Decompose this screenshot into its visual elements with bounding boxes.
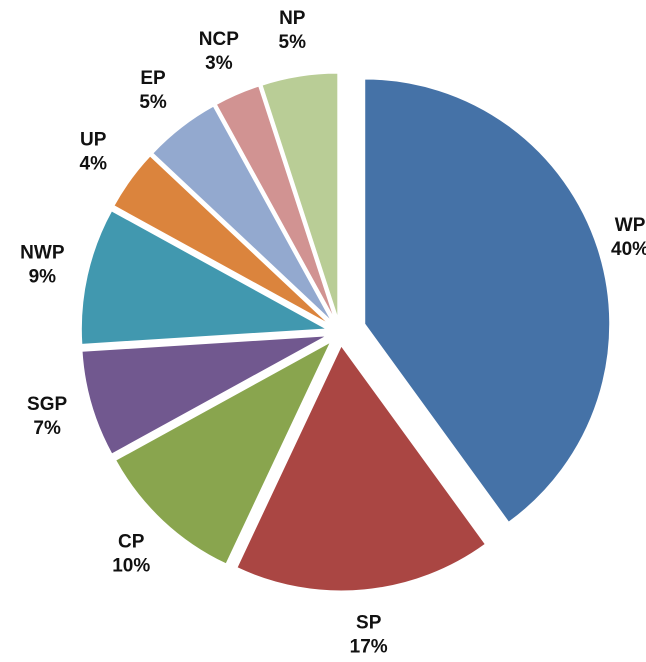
value-label: 5% bbox=[279, 32, 307, 53]
value-label: 3% bbox=[205, 53, 233, 74]
value-label: 10% bbox=[112, 555, 150, 576]
slice-label: SGP bbox=[27, 394, 67, 415]
slice-label: NCP bbox=[199, 29, 239, 50]
slice-label: UP bbox=[80, 130, 107, 151]
pie-slice bbox=[115, 341, 332, 565]
slice-label: EP bbox=[140, 68, 166, 89]
slice-label: CP bbox=[118, 531, 145, 552]
value-label: 9% bbox=[29, 266, 57, 287]
pie-slice bbox=[113, 155, 330, 325]
value-label: 17% bbox=[350, 637, 388, 658]
slice-label: NP bbox=[279, 8, 306, 29]
pie-slice bbox=[215, 85, 335, 320]
slice-label: NWP bbox=[20, 242, 65, 263]
value-label: 40% bbox=[611, 239, 646, 260]
pie-slice bbox=[80, 210, 329, 345]
value-label: 7% bbox=[33, 418, 61, 439]
value-label: 5% bbox=[139, 92, 167, 113]
pie-slice bbox=[236, 344, 487, 592]
pie-slice bbox=[152, 105, 332, 322]
pie-slice bbox=[81, 335, 327, 455]
slice-label: SP bbox=[356, 613, 382, 634]
pie-slice bbox=[261, 72, 339, 319]
slice-label: WP bbox=[615, 215, 646, 236]
pie-slice bbox=[364, 78, 611, 523]
value-label: 4% bbox=[80, 154, 108, 175]
